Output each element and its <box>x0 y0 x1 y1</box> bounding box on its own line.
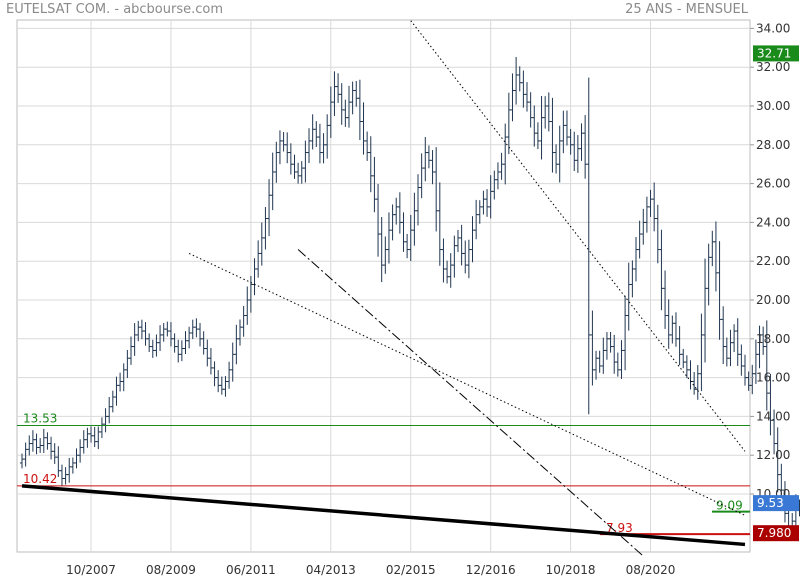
y-tick-label: 18.00 <box>756 332 790 346</box>
y-tick-label: 12.00 <box>756 448 790 462</box>
level-label: 9.09 <box>716 499 743 513</box>
y-tick-label: 28.00 <box>756 138 790 152</box>
chart-title: EUTELSAT COM. - abcbourse.com <box>6 2 224 17</box>
x-tick-label: 04/2013 <box>306 563 356 577</box>
y-tick-label: 20.00 <box>756 293 790 307</box>
axes: 10.0012.0014.0016.0018.0020.0022.0024.00… <box>66 21 799 577</box>
x-tick-label: 10/2007 <box>66 563 116 577</box>
x-tick-label: 12/2016 <box>466 563 516 577</box>
trendline-solid-thick <box>21 484 746 547</box>
y-tick-label: 24.00 <box>756 215 790 229</box>
price-tag-label: 9.53 <box>757 496 784 510</box>
trendline-dotted <box>410 20 746 452</box>
price-tag-box <box>753 495 799 512</box>
level-label: 13.53 <box>23 412 57 426</box>
plot-frame <box>16 19 751 553</box>
grid <box>16 19 751 553</box>
y-tick-label: 30.00 <box>756 99 790 113</box>
y-tick-label: 22.00 <box>756 254 790 268</box>
ohlc-bars <box>20 56 800 538</box>
trendline-dotted <box>188 252 746 516</box>
period-label: 25 ANS - MENSUEL <box>625 2 748 17</box>
y-tick-label: 32.00 <box>756 60 790 74</box>
price-tag-box <box>753 45 799 62</box>
x-tick-label: 06/2011 <box>226 563 276 577</box>
y-tick-label: 14.00 <box>756 409 790 423</box>
x-tick-label: 08/2020 <box>626 563 676 577</box>
trendline-dashdot <box>297 249 644 557</box>
level-label: 10.42 <box>23 472 57 486</box>
price-tag: 7.980 <box>753 525 799 542</box>
x-tick-label: 02/2015 <box>386 563 436 577</box>
trendlines: 13.53 10.42 9.09 7.93 <box>17 20 750 557</box>
level-label: 7.93 <box>606 521 633 535</box>
price-tag: 32.71 <box>753 45 799 62</box>
price-tag-label: 7.980 <box>757 526 791 540</box>
x-tick-label: 08/2009 <box>146 563 196 577</box>
y-tick-label: 34.00 <box>756 21 790 35</box>
y-tick-label: 16.00 <box>756 371 790 385</box>
x-tick-label: 10/2018 <box>546 563 596 577</box>
price-tag-box <box>753 525 799 542</box>
y-tick-label: 26.00 <box>756 177 790 191</box>
price-tag-label: 32.71 <box>757 46 791 60</box>
price-tag: 9.53 <box>753 495 799 512</box>
